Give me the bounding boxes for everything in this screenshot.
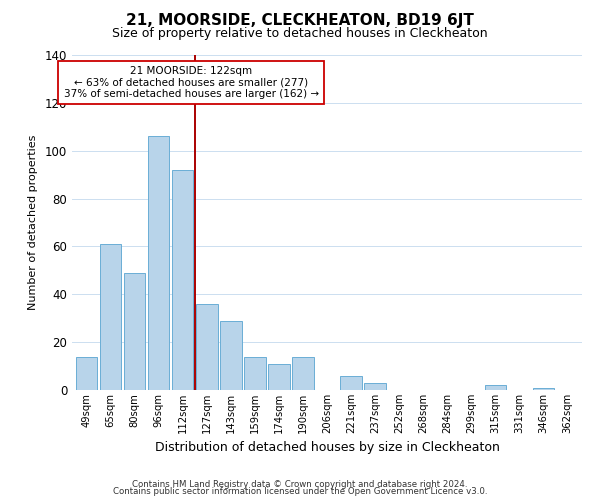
Text: Contains public sector information licensed under the Open Government Licence v3: Contains public sector information licen…: [113, 488, 487, 496]
Bar: [244, 356, 266, 390]
Bar: [292, 356, 314, 390]
Bar: [196, 304, 218, 390]
Bar: [76, 356, 97, 390]
Bar: [172, 170, 193, 390]
Bar: [485, 385, 506, 390]
X-axis label: Distribution of detached houses by size in Cleckheaton: Distribution of detached houses by size …: [155, 442, 499, 454]
Y-axis label: Number of detached properties: Number of detached properties: [28, 135, 38, 310]
Bar: [340, 376, 362, 390]
Bar: [268, 364, 290, 390]
Bar: [364, 383, 386, 390]
Text: Contains HM Land Registry data © Crown copyright and database right 2024.: Contains HM Land Registry data © Crown c…: [132, 480, 468, 489]
Bar: [100, 244, 121, 390]
Bar: [220, 320, 242, 390]
Bar: [124, 273, 145, 390]
Bar: [148, 136, 169, 390]
Text: 21, MOORSIDE, CLECKHEATON, BD19 6JT: 21, MOORSIDE, CLECKHEATON, BD19 6JT: [126, 12, 474, 28]
Bar: [533, 388, 554, 390]
Text: Size of property relative to detached houses in Cleckheaton: Size of property relative to detached ho…: [112, 28, 488, 40]
Text: 21 MOORSIDE: 122sqm
← 63% of detached houses are smaller (277)
37% of semi-detac: 21 MOORSIDE: 122sqm ← 63% of detached ho…: [64, 66, 319, 99]
